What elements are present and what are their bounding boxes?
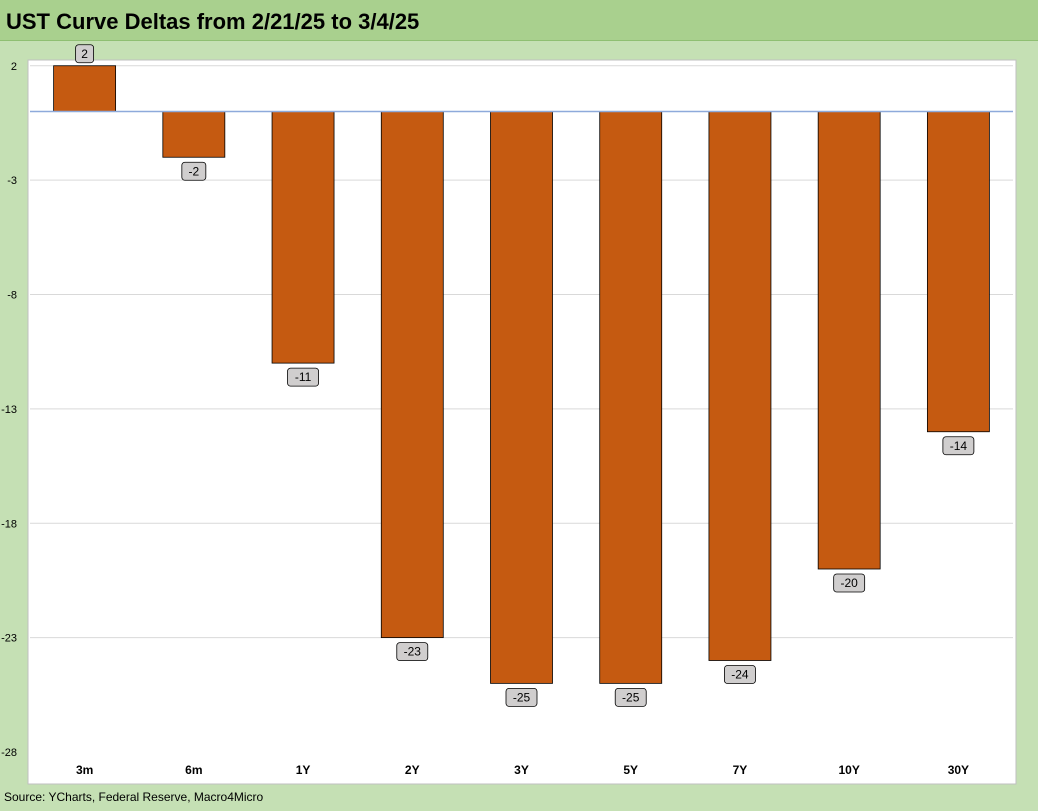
bar-30Y (926, 111, 990, 433)
y-tick-label: -13 (1, 404, 17, 416)
data-label-box (396, 642, 429, 662)
x-tick-label: 3Y (514, 763, 529, 777)
y-tick-label: -3 (7, 175, 17, 187)
y-tick-label: -23 (1, 633, 17, 645)
y-tick-label: -8 (7, 290, 17, 302)
x-tick-label: 1Y (296, 763, 311, 777)
bar-3m (53, 65, 117, 112)
data-label-box (614, 687, 647, 707)
bar-3Y (490, 111, 553, 684)
source-note: Source: YCharts, Federal Reserve, Macro4… (4, 790, 264, 804)
y-tick-label: -28 (1, 747, 17, 759)
data-label: -25 (622, 690, 640, 704)
y-axis-ticks: 2 -3 -8 -13 -18 -23 -28 (1, 61, 17, 759)
data-label-box (942, 436, 975, 456)
x-tick-label: 6m (185, 763, 202, 777)
data-label: -2 (188, 164, 199, 178)
x-tick-label: 7Y (733, 763, 748, 777)
bar-6m (162, 111, 226, 158)
data-label: -20 (840, 576, 858, 590)
x-tick-label: 3m (76, 763, 93, 777)
chart-title-bar: UST Curve Deltas from 2/21/25 to 3/4/25 (0, 0, 1038, 41)
x-axis-ticks: 3m 6m 1Y 2Y 3Y 5Y 7Y 10Y 30Y (76, 763, 969, 777)
data-label-box (724, 665, 756, 684)
bar-1Y (271, 111, 335, 364)
data-label-box (833, 573, 866, 593)
bar-7Y (708, 111, 772, 661)
data-label: -24 (731, 668, 749, 682)
x-tick-label: 10Y (838, 763, 859, 777)
chart-title: UST Curve Deltas from 2/21/25 to 3/4/25 (6, 9, 420, 34)
x-tick-label: 5Y (623, 763, 638, 777)
data-labels: 2 -2 -11 -23 -25 -25 -24 -20 -14 (75, 44, 975, 707)
data-label-box (181, 161, 207, 181)
data-label: -14 (950, 439, 968, 453)
bar-5Y (599, 111, 663, 684)
y-tick-label: -18 (1, 518, 17, 530)
data-label: -11 (295, 370, 312, 384)
data-label-box (75, 44, 95, 64)
data-label: -25 (513, 690, 531, 704)
y-tick-label: 2 (11, 61, 17, 73)
bar-10Y (817, 111, 881, 570)
data-label-box (287, 367, 319, 387)
data-label: 2 (81, 47, 88, 61)
data-label: -23 (404, 645, 422, 659)
bars (53, 65, 990, 684)
x-tick-label: 2Y (405, 763, 420, 777)
bar-2Y (380, 111, 444, 639)
x-tick-label: 30Y (948, 763, 969, 777)
data-label-box (505, 687, 538, 707)
